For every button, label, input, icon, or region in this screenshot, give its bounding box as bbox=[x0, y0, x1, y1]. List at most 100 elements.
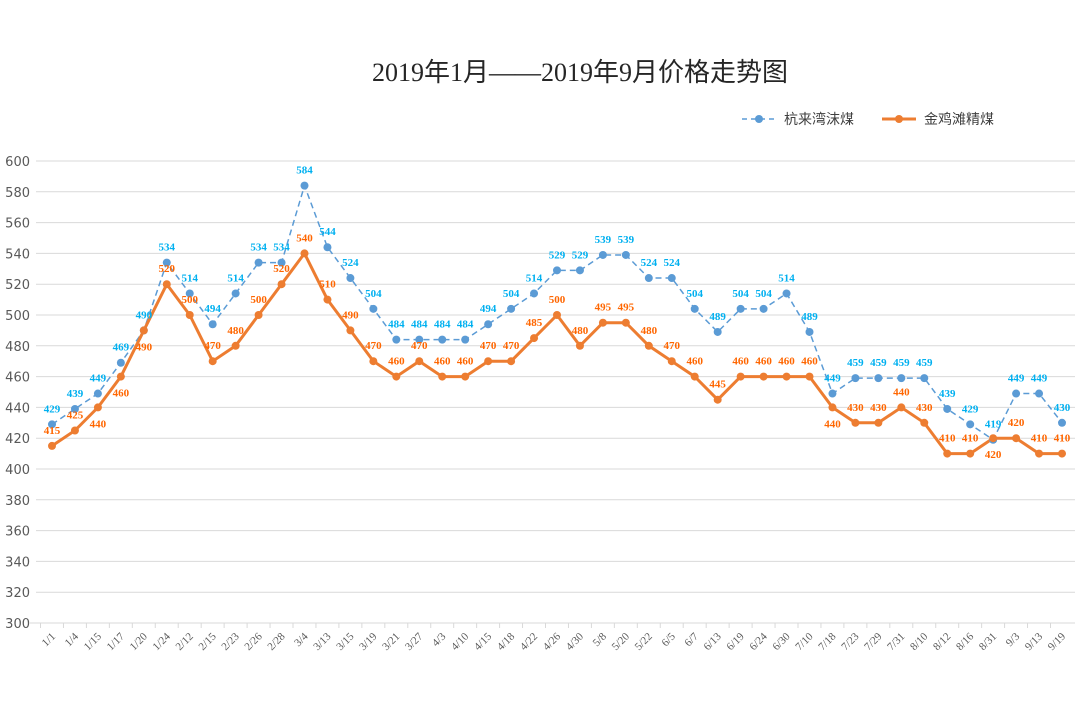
data-point bbox=[1012, 434, 1021, 443]
data-point bbox=[897, 403, 906, 412]
data-point bbox=[667, 357, 676, 366]
data-point bbox=[920, 374, 929, 383]
data-label: 544 bbox=[319, 226, 336, 238]
data-point bbox=[713, 395, 722, 404]
data-label: 514 bbox=[778, 272, 795, 284]
x-tick-label: 3/27 bbox=[403, 630, 426, 653]
data-point bbox=[93, 389, 102, 398]
y-tick-label: 360 bbox=[5, 525, 30, 540]
x-tick-label: 4/26 bbox=[541, 630, 564, 653]
data-label: 534 bbox=[273, 242, 290, 254]
x-tick-label: 3/15 bbox=[334, 630, 357, 653]
y-tick-label: 520 bbox=[5, 278, 30, 293]
data-point bbox=[300, 249, 309, 258]
data-point bbox=[346, 274, 355, 283]
data-point bbox=[621, 250, 630, 259]
data-point bbox=[369, 304, 378, 313]
data-point bbox=[598, 250, 607, 259]
data-label: 449 bbox=[1008, 373, 1025, 385]
data-label: 460 bbox=[686, 356, 703, 368]
x-tick-label: 8/12 bbox=[931, 631, 953, 653]
y-tick-label: 340 bbox=[5, 555, 30, 570]
x-tick-label: 8/31 bbox=[977, 631, 999, 653]
data-label: 514 bbox=[227, 272, 244, 284]
data-point bbox=[162, 258, 171, 267]
data-label: 459 bbox=[916, 357, 933, 369]
data-point bbox=[644, 274, 653, 283]
data-point bbox=[116, 372, 125, 381]
data-label: 449 bbox=[90, 373, 107, 385]
data-point bbox=[621, 318, 630, 327]
data-label: 469 bbox=[113, 342, 130, 354]
data-label: 495 bbox=[618, 302, 635, 314]
data-label: 460 bbox=[434, 356, 451, 368]
x-tick-label: 1/24 bbox=[151, 630, 174, 653]
data-point bbox=[93, 403, 102, 412]
data-label: 410 bbox=[1054, 433, 1071, 445]
data-point bbox=[713, 327, 722, 336]
data-point bbox=[598, 318, 607, 327]
y-tick-label: 600 bbox=[5, 155, 30, 170]
data-label: 415 bbox=[44, 425, 61, 437]
data-label: 540 bbox=[296, 232, 313, 244]
data-point bbox=[231, 289, 240, 298]
data-point bbox=[346, 326, 355, 335]
data-point bbox=[70, 426, 79, 435]
data-label: 480 bbox=[227, 325, 244, 337]
data-point bbox=[438, 372, 447, 381]
data-point bbox=[48, 420, 56, 429]
data-point bbox=[185, 311, 194, 319]
data-label: 524 bbox=[641, 257, 658, 269]
x-tick-label: 3/21 bbox=[380, 631, 402, 653]
data-label: 494 bbox=[480, 303, 497, 315]
x-tick-label: 2/28 bbox=[265, 630, 288, 653]
data-label: 460 bbox=[801, 356, 818, 368]
x-tick-label: 6/7 bbox=[682, 630, 701, 649]
data-point bbox=[116, 358, 125, 367]
x-tick-label: 2/12 bbox=[174, 631, 196, 653]
data-label: 529 bbox=[572, 249, 589, 261]
data-point bbox=[530, 289, 539, 298]
data-label: 440 bbox=[824, 418, 841, 430]
data-point bbox=[943, 404, 952, 413]
x-tick-label: 4/15 bbox=[472, 630, 495, 653]
data-label: 430 bbox=[916, 402, 933, 414]
data-point bbox=[1012, 389, 1021, 398]
data-point bbox=[254, 311, 263, 319]
x-tick-label: 2/23 bbox=[219, 630, 242, 653]
data-point bbox=[828, 389, 837, 398]
data-label: 504 bbox=[732, 288, 749, 300]
data-label: 459 bbox=[893, 357, 910, 369]
data-point bbox=[667, 274, 676, 283]
data-point bbox=[759, 372, 768, 381]
x-tick-label: 1/17 bbox=[105, 630, 128, 653]
legend-marker-solid-icon bbox=[882, 115, 916, 123]
series-line-2 bbox=[51, 250, 1062, 456]
data-label: 429 bbox=[44, 403, 61, 415]
y-tick-label: 420 bbox=[5, 432, 30, 447]
data-point bbox=[575, 341, 584, 350]
data-point bbox=[392, 372, 401, 381]
data-label: 524 bbox=[664, 257, 681, 269]
data-label: 484 bbox=[434, 319, 451, 331]
data-point bbox=[1058, 449, 1066, 458]
data-point bbox=[392, 335, 401, 344]
y-tick-label: 580 bbox=[5, 186, 30, 201]
x-tick-label: 1/20 bbox=[128, 630, 151, 653]
data-point bbox=[553, 311, 561, 319]
data-label: 460 bbox=[457, 356, 474, 368]
x-tick-label: 2/26 bbox=[242, 630, 265, 653]
data-point bbox=[1035, 389, 1044, 398]
data-point bbox=[943, 449, 952, 458]
x-tick-label: 6/5 bbox=[659, 630, 678, 649]
data-label: 430 bbox=[1054, 402, 1071, 414]
y-tick-label: 440 bbox=[5, 401, 30, 416]
data-point bbox=[897, 374, 906, 383]
data-label: 520 bbox=[273, 263, 290, 275]
data-point bbox=[782, 289, 791, 298]
data-label: 539 bbox=[595, 234, 612, 246]
data-point bbox=[369, 357, 378, 366]
data-label: 419 bbox=[985, 419, 1002, 431]
